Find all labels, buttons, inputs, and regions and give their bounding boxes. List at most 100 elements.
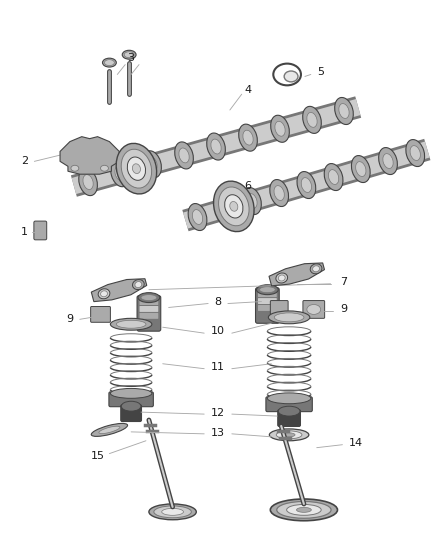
FancyBboxPatch shape — [278, 410, 300, 426]
Ellipse shape — [270, 180, 289, 207]
Ellipse shape — [211, 139, 221, 154]
Ellipse shape — [277, 502, 331, 518]
Ellipse shape — [259, 287, 275, 293]
Ellipse shape — [117, 320, 146, 328]
Ellipse shape — [339, 103, 349, 118]
Ellipse shape — [225, 195, 243, 218]
Text: 2: 2 — [21, 156, 28, 166]
Ellipse shape — [115, 166, 125, 181]
FancyBboxPatch shape — [140, 299, 158, 305]
Ellipse shape — [283, 433, 295, 437]
Text: 9: 9 — [340, 304, 347, 314]
Ellipse shape — [276, 273, 288, 283]
Text: 5: 5 — [317, 68, 324, 77]
FancyBboxPatch shape — [121, 405, 141, 422]
Ellipse shape — [162, 508, 184, 515]
Text: 3: 3 — [127, 53, 134, 63]
Ellipse shape — [127, 157, 145, 180]
Text: 14: 14 — [349, 438, 363, 448]
FancyBboxPatch shape — [258, 305, 277, 311]
Ellipse shape — [188, 204, 207, 231]
Ellipse shape — [79, 168, 97, 196]
Ellipse shape — [268, 311, 310, 324]
Ellipse shape — [271, 115, 290, 142]
Ellipse shape — [243, 130, 253, 145]
Ellipse shape — [378, 148, 397, 174]
Ellipse shape — [410, 146, 420, 160]
FancyBboxPatch shape — [303, 301, 325, 318]
Ellipse shape — [121, 149, 152, 188]
FancyBboxPatch shape — [258, 291, 277, 297]
Ellipse shape — [303, 107, 321, 133]
Text: 6: 6 — [244, 181, 251, 191]
Ellipse shape — [324, 164, 343, 190]
Ellipse shape — [215, 196, 234, 223]
Ellipse shape — [179, 148, 189, 163]
Ellipse shape — [219, 201, 230, 216]
FancyBboxPatch shape — [91, 306, 110, 322]
Ellipse shape — [175, 142, 193, 169]
FancyBboxPatch shape — [140, 313, 158, 319]
FancyBboxPatch shape — [34, 221, 47, 240]
Ellipse shape — [101, 291, 107, 297]
Ellipse shape — [335, 98, 353, 125]
Polygon shape — [60, 136, 119, 174]
Ellipse shape — [243, 188, 261, 215]
Ellipse shape — [132, 164, 141, 174]
Ellipse shape — [356, 161, 366, 176]
Ellipse shape — [307, 112, 317, 127]
FancyBboxPatch shape — [137, 296, 161, 331]
Ellipse shape — [143, 151, 161, 178]
Ellipse shape — [214, 181, 254, 232]
Ellipse shape — [276, 431, 302, 439]
Text: 4: 4 — [244, 85, 251, 95]
Text: 1: 1 — [21, 228, 28, 237]
Ellipse shape — [138, 293, 160, 303]
Ellipse shape — [278, 275, 285, 281]
Ellipse shape — [154, 506, 191, 518]
Ellipse shape — [219, 187, 249, 226]
FancyBboxPatch shape — [140, 320, 158, 326]
Ellipse shape — [313, 266, 319, 272]
Ellipse shape — [297, 507, 311, 512]
Ellipse shape — [351, 156, 370, 182]
Text: 9: 9 — [66, 314, 74, 324]
Ellipse shape — [147, 157, 157, 172]
Ellipse shape — [99, 426, 120, 433]
Ellipse shape — [297, 172, 316, 199]
Ellipse shape — [91, 423, 127, 437]
Ellipse shape — [111, 160, 129, 187]
Ellipse shape — [124, 52, 134, 58]
Polygon shape — [269, 263, 325, 286]
Ellipse shape — [71, 165, 79, 171]
Ellipse shape — [116, 143, 157, 194]
Ellipse shape — [275, 122, 285, 136]
Ellipse shape — [239, 124, 258, 151]
FancyBboxPatch shape — [109, 392, 153, 407]
Ellipse shape — [284, 71, 298, 82]
Ellipse shape — [301, 177, 311, 192]
FancyBboxPatch shape — [270, 301, 288, 314]
Ellipse shape — [83, 175, 93, 190]
Ellipse shape — [105, 60, 114, 66]
Ellipse shape — [141, 295, 157, 301]
Ellipse shape — [247, 193, 257, 208]
Text: 11: 11 — [211, 362, 225, 372]
FancyBboxPatch shape — [266, 397, 312, 411]
Ellipse shape — [207, 133, 226, 160]
Ellipse shape — [135, 281, 142, 288]
Ellipse shape — [257, 285, 278, 295]
Ellipse shape — [101, 165, 109, 171]
Text: 12: 12 — [211, 408, 225, 418]
Text: 7: 7 — [340, 277, 347, 287]
Ellipse shape — [328, 169, 339, 184]
Ellipse shape — [98, 289, 110, 299]
Ellipse shape — [267, 393, 311, 403]
Text: 15: 15 — [91, 450, 105, 461]
Ellipse shape — [286, 504, 321, 515]
Ellipse shape — [269, 429, 309, 441]
Ellipse shape — [383, 154, 393, 168]
Ellipse shape — [230, 201, 238, 211]
Ellipse shape — [110, 389, 152, 398]
Ellipse shape — [192, 209, 203, 224]
